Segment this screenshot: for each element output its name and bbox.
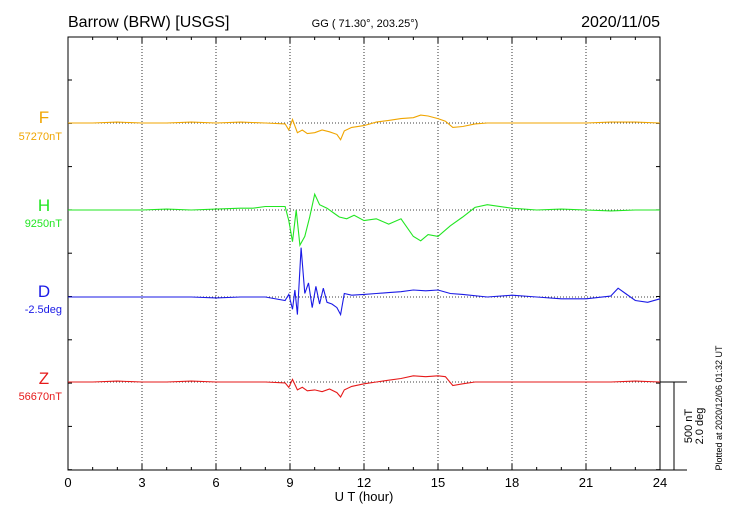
series-group [68, 114, 661, 398]
component-labels: F 57270nT H 9250nT D -2.5deg Z 56670nT [19, 108, 63, 403]
coordinates-label: GG ( 71.30°, 203.25°) [312, 18, 419, 30]
x-tick-label: 12 [357, 475, 371, 490]
series-line-h [68, 192, 660, 247]
component-label-z: Z [39, 369, 49, 388]
x-tick-label: 18 [505, 475, 519, 490]
x-axis-label: U T (hour) [335, 489, 394, 504]
station-title: Barrow (BRW) [USGS] [68, 14, 230, 31]
baseline-value-f: 57270nT [19, 131, 63, 143]
vertical-gridlines [141, 37, 587, 470]
baseline-value-h: 9250nT [25, 218, 63, 230]
series-line-f [68, 114, 661, 141]
baseline-value-z: 56670nT [19, 391, 63, 403]
x-tick-label: 21 [579, 475, 593, 490]
component-label-d: D [38, 282, 50, 301]
plotted-note: Plotted at 2020/12/06 01:32 UT [714, 345, 724, 471]
x-tick-label: 15 [431, 475, 445, 490]
scale-bar-deg: 2.0 deg [694, 408, 706, 445]
x-tick-label: 24 [653, 475, 667, 490]
x-tick-label: 0 [64, 475, 71, 490]
date-label: 2020/11/05 [581, 14, 660, 31]
x-tick-labels: 0 3 6 9 12 15 18 21 24 [64, 475, 667, 490]
series-line-z [68, 375, 661, 398]
x-tick-label: 6 [212, 475, 219, 490]
baseline-value-d: -2.5deg [25, 304, 62, 316]
axis-ticks [67, 37, 661, 471]
component-label-f: F [39, 108, 49, 127]
x-tick-label: 9 [286, 475, 293, 490]
component-label-h: H [38, 196, 50, 215]
x-tick-label: 3 [138, 475, 145, 490]
scale-bar-nt: 500 nT [683, 409, 695, 444]
series-line-d [68, 247, 661, 317]
